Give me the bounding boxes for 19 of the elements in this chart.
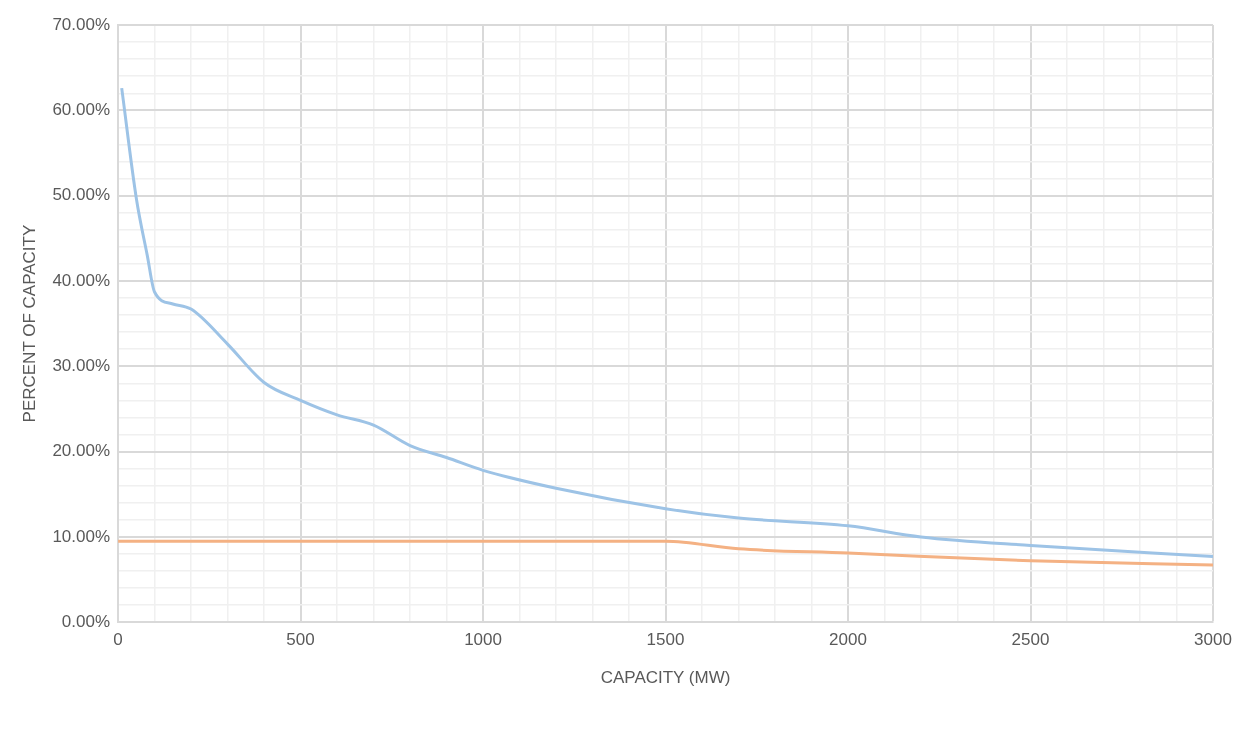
x-tick-label: 3000 — [1194, 630, 1232, 650]
x-tick-label: 2500 — [1011, 630, 1050, 650]
line-series — [120, 86, 1213, 559]
y-tick-label: 40.00% — [52, 270, 111, 290]
x-tick-label: 1000 — [464, 630, 502, 650]
x-axis-title: CAPACITY (MW) — [600, 668, 731, 688]
y-tick-label: 60.00% — [52, 100, 111, 119]
y-tick-label: 10.00% — [52, 526, 111, 546]
y-tick-label: 20.00% — [52, 441, 111, 461]
x-tick-label: 500 — [286, 630, 315, 650]
y-tick-label: 70.00% — [52, 14, 111, 34]
y-tick-label: 30.00% — [52, 355, 111, 375]
line-series — [118, 539, 1213, 567]
y-axis-title: PERCENT OF CAPACITY — [19, 224, 39, 423]
y-tick-label: 0.00% — [61, 611, 111, 631]
y-tick-label: 50.00% — [52, 185, 111, 205]
x-tick-label: 2000 — [829, 630, 867, 650]
x-tick-label: 1500 — [646, 630, 685, 650]
x-tick-label: 0 — [113, 630, 123, 650]
